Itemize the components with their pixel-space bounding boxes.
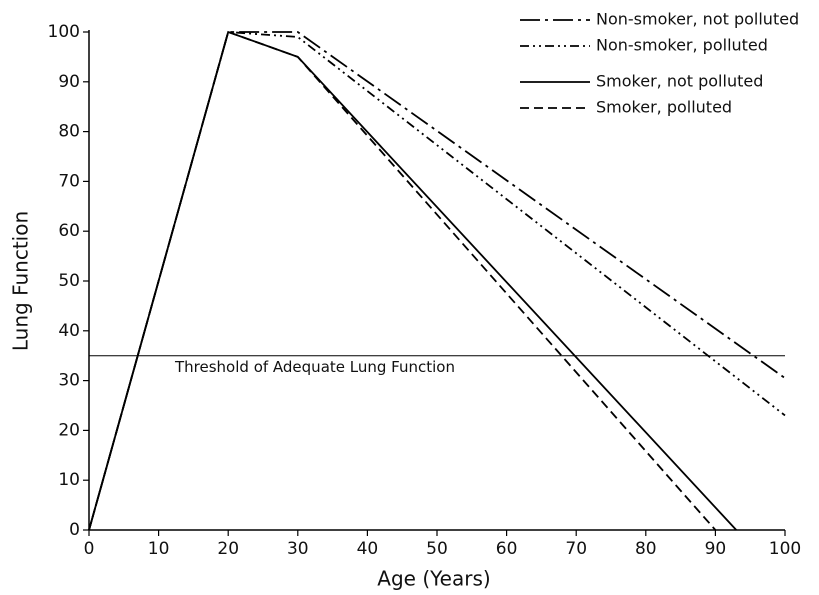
threshold-label: Threshold of Adequate Lung Function <box>174 358 455 376</box>
y-tick-label: 30 <box>58 371 80 391</box>
x-tick-label: 80 <box>635 539 657 559</box>
x-tick-label: 40 <box>357 539 379 559</box>
x-tick-label: 10 <box>148 539 170 559</box>
legend-label: Smoker, not polluted <box>596 72 763 91</box>
x-tick-label: 100 <box>769 539 801 559</box>
y-tick-label: 50 <box>58 271 80 291</box>
y-tick-label: 70 <box>58 171 80 191</box>
y-tick-label: 10 <box>58 470 80 490</box>
legend-label: Non-smoker, polluted <box>596 36 768 55</box>
legend-label: Smoker, polluted <box>596 98 732 117</box>
x-tick-label: 60 <box>496 539 518 559</box>
y-axis-title: Lung Function <box>9 211 33 351</box>
y-tick-label: 90 <box>58 72 80 92</box>
x-tick-label: 50 <box>426 539 448 559</box>
y-tick-label: 40 <box>58 321 80 341</box>
y-tick-label: 80 <box>58 122 80 142</box>
y-tick-label: 0 <box>69 520 80 540</box>
x-tick-label: 70 <box>565 539 587 559</box>
x-axis-title: Age (Years) <box>377 567 490 591</box>
y-tick-label: 20 <box>58 420 80 440</box>
series-line <box>88 30 717 531</box>
x-tick-label: 30 <box>287 539 309 559</box>
x-tick-label: 20 <box>217 539 239 559</box>
x-tick-label: 90 <box>705 539 727 559</box>
y-tick-label: 100 <box>48 22 80 42</box>
x-tick-label: 0 <box>84 539 95 559</box>
y-tick-label: 60 <box>58 221 80 241</box>
legend-label: Non-smoker, not polluted <box>596 10 799 29</box>
